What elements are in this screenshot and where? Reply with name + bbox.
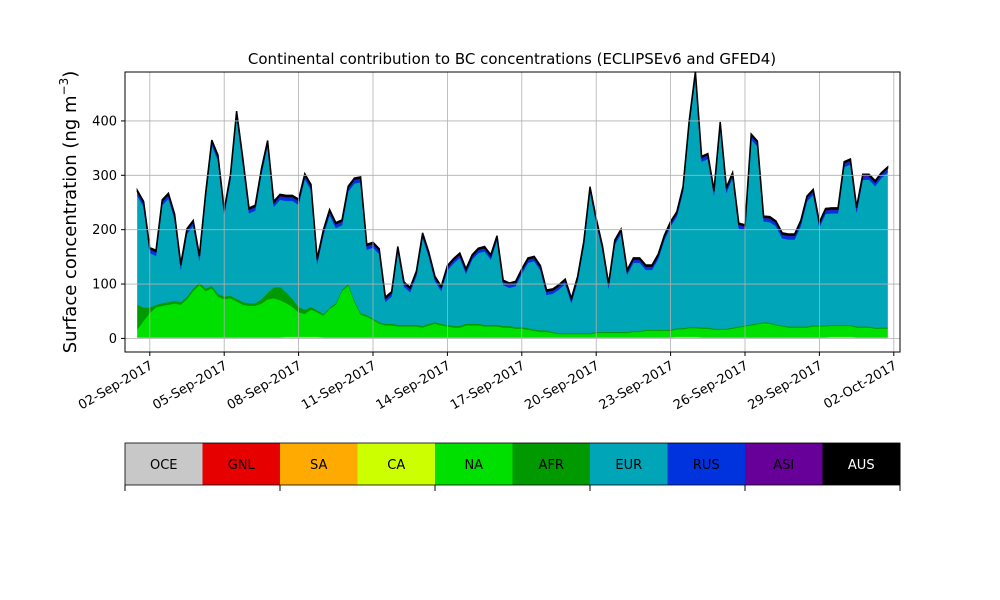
- chart-title: Continental contribution to BC concentra…: [248, 50, 776, 68]
- legend-label-oce: OCE: [150, 458, 178, 473]
- legend-swatch-afr: [512, 443, 591, 485]
- legend-label-afr: AFR: [539, 458, 564, 473]
- y-axis-label-main: Surface concentration (ng m: [60, 95, 81, 353]
- y-tick-label: 100: [92, 278, 117, 293]
- legend-label-asi: ASI: [773, 458, 794, 473]
- legend-swatch-oce: [125, 443, 203, 485]
- y-tick-label: 300: [92, 169, 117, 184]
- legend-label-sa: SA: [310, 458, 327, 473]
- grid-lines: [125, 72, 900, 352]
- axes-frame: [124, 71, 901, 353]
- legend-frame: [124, 442, 901, 486]
- legend-label-na: NA: [464, 458, 483, 473]
- y-axis-ticks: 0 100 200 300 400: [92, 114, 125, 347]
- legend-label-rus: RUS: [693, 458, 720, 473]
- area-aus: [136, 71, 889, 302]
- legend-swatch-asi: [745, 443, 823, 485]
- legend-label-gnl: GNL: [228, 458, 256, 473]
- y-axis-label-end: ): [60, 71, 81, 78]
- y-axis-label: Surface concentration (ng m−3): [57, 71, 81, 354]
- y-tick-label: 0: [109, 332, 117, 347]
- legend-colorbar: OCE GNL SA CA NA AFR EUR RUS ASI AUS: [124, 442, 901, 491]
- y-axis-label-superscript: −3: [57, 78, 71, 96]
- y-tick-label: 400: [92, 114, 117, 129]
- legend-label-aus: AUS: [848, 458, 875, 473]
- legend-swatch-gnl: [202, 443, 281, 485]
- legend-swatch-sa: [280, 443, 358, 485]
- legend-swatch-aus: [822, 443, 901, 485]
- y-tick-label: 200: [92, 223, 117, 238]
- legend-label-eur: EUR: [615, 458, 642, 473]
- legend-label-ca: CA: [387, 458, 405, 473]
- legend-swatch-ca: [357, 443, 436, 485]
- legend-swatch-eur: [590, 443, 668, 485]
- legend-swatch-rus: [667, 443, 746, 485]
- legend-swatch-na: [435, 443, 513, 485]
